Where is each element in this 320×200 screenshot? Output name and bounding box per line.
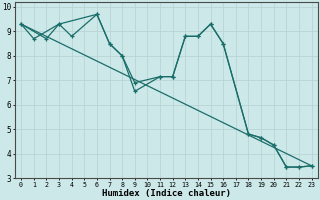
- X-axis label: Humidex (Indice chaleur): Humidex (Indice chaleur): [102, 189, 231, 198]
